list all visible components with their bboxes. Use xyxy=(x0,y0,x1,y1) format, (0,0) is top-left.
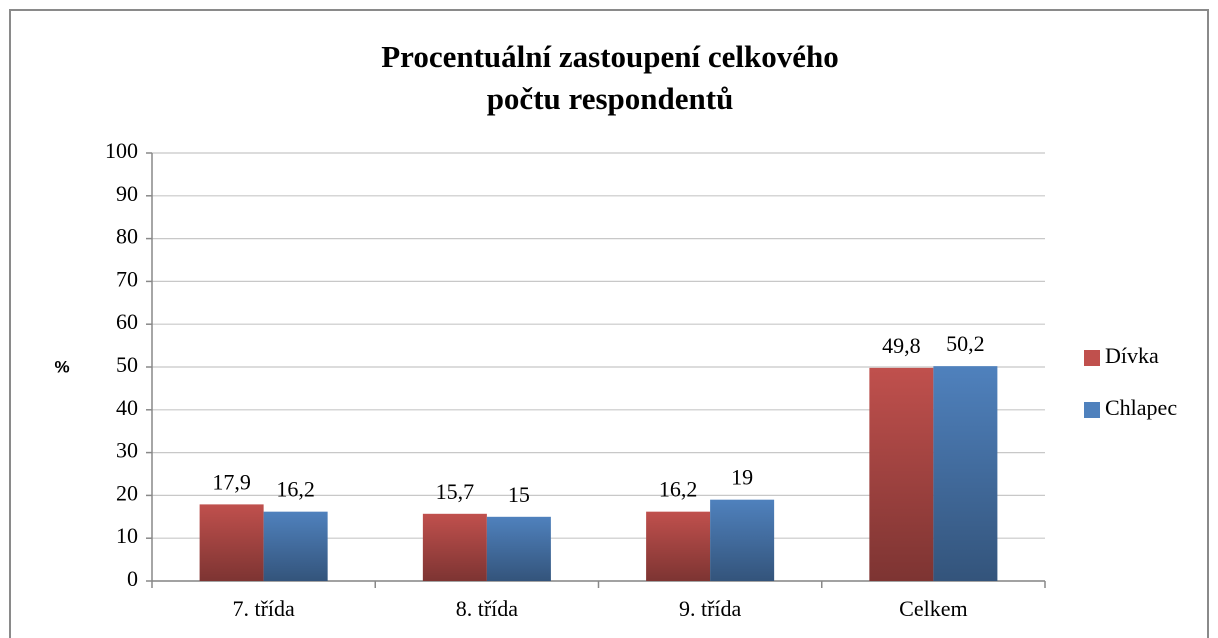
data-label: 19 xyxy=(731,465,753,490)
y-tick-label: 30 xyxy=(116,438,138,463)
legend-swatch xyxy=(1084,350,1100,366)
bar-shade xyxy=(486,516,551,581)
bar-shade xyxy=(869,367,934,581)
bar-shade xyxy=(199,504,264,581)
x-tick-label: 7. třída xyxy=(232,596,295,621)
data-label: 16,2 xyxy=(276,477,315,502)
data-label: 49,8 xyxy=(882,333,921,358)
bar-shade xyxy=(646,511,711,581)
y-axis-label: % xyxy=(54,357,69,376)
chart-title: Procentuální zastoupení celkového xyxy=(381,39,839,74)
chart-title: počtu respondentů xyxy=(487,81,734,116)
legend-swatch xyxy=(1084,402,1100,418)
y-tick-label: 80 xyxy=(116,224,138,249)
bar-shade xyxy=(933,366,998,581)
data-label: 16,2 xyxy=(659,477,698,502)
bar-shade xyxy=(263,511,328,581)
chart-frame xyxy=(9,9,1209,638)
x-tick-label: Celkem xyxy=(899,596,967,621)
legend-label: Dívka xyxy=(1105,343,1159,368)
y-tick-label: 10 xyxy=(116,523,138,548)
legend-label: Chlapec xyxy=(1105,395,1177,420)
data-label: 15,7 xyxy=(436,479,475,504)
data-label: 17,9 xyxy=(212,469,251,494)
bar-shade xyxy=(710,499,775,581)
y-tick-label: 40 xyxy=(116,395,138,420)
x-tick-label: 9. třída xyxy=(679,596,742,621)
x-tick-label: 8. třída xyxy=(456,596,519,621)
y-tick-label: 90 xyxy=(116,181,138,206)
y-tick-label: 50 xyxy=(116,352,138,377)
bar-shade xyxy=(422,513,487,581)
y-tick-label: 60 xyxy=(116,309,138,334)
y-tick-label: 20 xyxy=(116,480,138,505)
y-tick-label: 70 xyxy=(116,266,138,291)
data-label: 15 xyxy=(508,482,530,507)
y-tick-label: 0 xyxy=(127,566,138,591)
y-tick-label: 100 xyxy=(105,138,138,163)
data-label: 50,2 xyxy=(946,331,985,356)
